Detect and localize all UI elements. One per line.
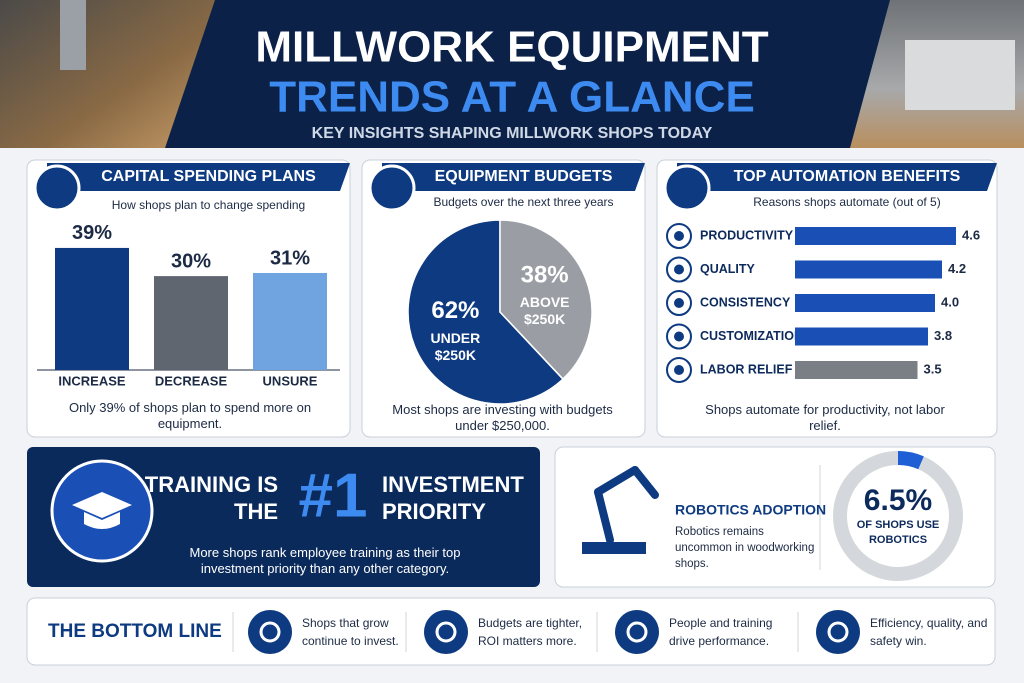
- bar: [55, 247, 129, 370]
- bar: [795, 327, 928, 346]
- pie-slice: [407, 219, 565, 405]
- card-icon: [368, 164, 416, 212]
- cap-icon: [84, 512, 120, 529]
- caption: Only 39% of shops plan to spend more on …: [68, 400, 312, 431]
- bar: [795, 260, 942, 279]
- value-label: 31%: [270, 247, 310, 269]
- value-label: 38%: [521, 262, 569, 289]
- card-header: [382, 163, 645, 191]
- card-title: TOP AUTOMATION BENEFITS: [734, 168, 961, 185]
- item-icon: [827, 621, 849, 643]
- card: [554, 446, 996, 588]
- training-text: INVESTMENT: [382, 472, 524, 497]
- card-icon: [33, 164, 81, 212]
- training-text: PRIORITY: [382, 499, 486, 524]
- category-label: PRODUCTIVITY: [700, 228, 794, 242]
- value-label: 4.0: [941, 294, 959, 309]
- slice-label: UNDER $250K: [430, 329, 481, 363]
- training-text: TRAINING IS: [145, 472, 278, 497]
- machine: [905, 40, 1015, 110]
- cap-icon: [72, 492, 132, 518]
- category-label: UNSURE: [263, 373, 318, 388]
- robot-base: [582, 542, 646, 554]
- item-icon: [259, 621, 281, 643]
- value-label: 30%: [171, 250, 211, 272]
- item-icon: [435, 621, 457, 643]
- item-icon: [424, 610, 468, 654]
- subtitle: KEY INSIGHTS SHAPING MILLWORK SHOPS TODA…: [312, 125, 713, 142]
- spindle: [60, 0, 86, 70]
- item-icon: [816, 610, 860, 654]
- value-label: 4.2: [948, 261, 966, 276]
- title: MILLWORK EQUIPMENT: [255, 23, 768, 72]
- title: TRENDS AT A GLANCE: [269, 73, 755, 122]
- category-label: CUSTOMIZATION: [700, 329, 803, 343]
- training-panel: [27, 447, 540, 587]
- caption: Most shops are investing with budgets un…: [392, 402, 613, 433]
- gauge-value: 6.5%: [864, 484, 932, 517]
- card-header: [47, 163, 350, 191]
- category-label: INCREASE: [58, 373, 126, 388]
- card-title: CAPITAL SPENDING PLANS: [101, 168, 316, 185]
- item-icon: [626, 621, 648, 643]
- gauge-label: OF SHOPS USE ROBOTICS: [856, 519, 940, 546]
- card-title: EQUIPMENT BUDGETS: [435, 168, 613, 185]
- value-label: 4.6: [962, 227, 980, 242]
- slice-label: ABOVE $250K: [519, 294, 570, 328]
- bar: [253, 272, 327, 370]
- category-label: QUALITY: [700, 262, 756, 276]
- item-icon: [615, 610, 659, 654]
- category-label: LABOR RELIEF: [700, 362, 793, 376]
- row-icon: [674, 298, 684, 308]
- value-label: 62%: [431, 297, 479, 324]
- card-subtitle: How shops plan to change spending: [112, 198, 305, 212]
- bottom-item: Budgets are tighter, ROI matters more.: [478, 616, 583, 648]
- card-header: [677, 163, 997, 191]
- row-icon: [674, 365, 684, 375]
- gauge-arc: [897, 451, 924, 470]
- item-icon: [248, 610, 292, 654]
- training-text: THE: [234, 499, 278, 524]
- bar: [795, 294, 935, 312]
- value-label: 3.5: [924, 361, 942, 376]
- bar: [795, 227, 956, 245]
- bottom-title: THE BOTTOM LINE: [48, 621, 222, 642]
- bottom-item: People and training drive performance.: [669, 616, 773, 648]
- card-title: ROBOTICS ADOPTION: [675, 502, 826, 518]
- card-subtitle: Reasons shops automate (out of 5): [753, 195, 940, 209]
- row-icon: [674, 231, 684, 241]
- header-photo-left: [0, 0, 215, 148]
- row-icon: [674, 264, 684, 275]
- row-icon: [674, 331, 684, 342]
- bar: [795, 361, 918, 379]
- bar: [154, 276, 228, 370]
- category-label: DECREASE: [155, 373, 228, 388]
- training-body: More shops rank employee training as the…: [189, 545, 461, 576]
- value-label: 3.8: [934, 328, 952, 343]
- value-label: 39%: [72, 222, 112, 244]
- card-subtitle: Budgets over the next three years: [433, 195, 613, 209]
- card-icon: [663, 164, 711, 212]
- bottom-item: Efficiency, quality, and safety win.: [870, 616, 988, 648]
- training-number: #1: [299, 461, 368, 530]
- card-subtitle: Robotics remains uncommon in woodworking…: [675, 526, 815, 570]
- robot-arm: [594, 466, 659, 544]
- pie-slice: [499, 219, 593, 381]
- category-label: CONSISTENCY: [700, 295, 791, 309]
- bottom-item: Shops that grow continue to invest.: [302, 616, 399, 648]
- caption: Shops automate for productivity, not lab…: [705, 402, 945, 433]
